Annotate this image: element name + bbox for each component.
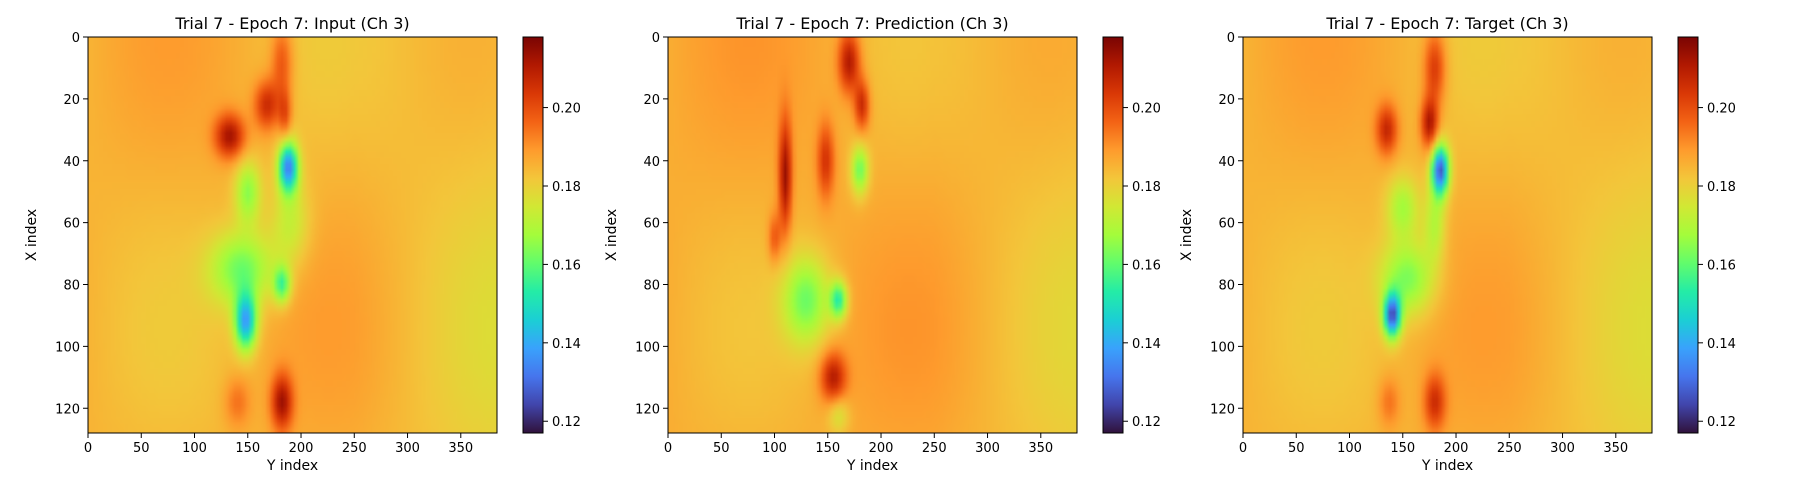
x-tick-label: 300: [1550, 441, 1575, 456]
x-tick-label: 200: [289, 441, 314, 456]
colorbar-tick-label: 0.16: [1707, 258, 1736, 273]
colorbar-tick-label: 0.16: [552, 258, 581, 273]
y-tick-label: 120: [55, 402, 80, 417]
colorbar: [1102, 36, 1124, 434]
colorbar-tick-label: 0.12: [1707, 415, 1736, 430]
colorbar-tick-label: 0.14: [552, 337, 581, 352]
colorbar-tick-label: 0.14: [1132, 337, 1161, 352]
chart-panel-1: Trial 7 - Epoch 7: Input (Ch 3) 0 50 100 150…: [24, 14, 581, 474]
y-tick-label: 120: [635, 402, 660, 417]
y-tick-label: 60: [63, 217, 80, 232]
colorbar: [1677, 36, 1699, 434]
x-axis-label: Y index: [1421, 458, 1473, 474]
x-tick-label: 50: [133, 441, 150, 456]
x-tick-label: 0: [664, 441, 672, 456]
colorbar-tick-label: 0.12: [1132, 415, 1161, 430]
chart-panel-2: Trial 7 - Epoch 7: Prediction (Ch 3) 0 50 1…: [604, 14, 1161, 474]
x-tick-label: 50: [713, 441, 730, 456]
y-tick-label: 0: [72, 31, 80, 46]
y-tick-label: 100: [55, 340, 80, 355]
colorbar-tick-label: 0.18: [1707, 180, 1736, 195]
y-tick-label: 40: [63, 155, 80, 170]
x-tick-label: 0: [84, 441, 92, 456]
y-axis-label: X index: [24, 209, 40, 261]
x-tick-label: 0: [1239, 441, 1247, 456]
y-tick-label: 60: [1218, 217, 1235, 232]
colorbar-tick-label: 0.14: [1707, 337, 1736, 352]
x-tick-label: 200: [1444, 441, 1469, 456]
y-tick-label: 120: [1210, 402, 1235, 417]
plot-frame: [1242, 36, 1653, 434]
colorbar-tick-label: 0.20: [552, 102, 581, 117]
colorbar-tick-label: 0.18: [552, 180, 581, 195]
x-tick-label: 100: [762, 441, 787, 456]
x-tick-label: 100: [182, 441, 207, 456]
x-tick-label: 150: [1390, 441, 1415, 456]
colorbar-tick-label: 0.20: [1132, 102, 1161, 117]
x-tick-label: 250: [1497, 441, 1522, 456]
y-tick-label: 20: [643, 93, 660, 108]
y-axis-label: X index: [1179, 209, 1195, 261]
y-tick-label: 40: [643, 155, 660, 170]
x-tick-label: 150: [235, 441, 260, 456]
x-tick-label: 50: [1288, 441, 1305, 456]
x-tick-label: 200: [869, 441, 894, 456]
y-tick-label: 40: [1218, 155, 1235, 170]
colorbar-tick-label: 0.12: [552, 415, 581, 430]
colorbar: [522, 36, 544, 434]
y-tick-label: 100: [1210, 340, 1235, 355]
heatmap-image: [668, 37, 1077, 433]
plot-frame: [87, 36, 498, 434]
colorbar-tick-label: 0.18: [1132, 180, 1161, 195]
x-tick-label: 250: [342, 441, 367, 456]
plot-frame: [667, 36, 1078, 434]
chart-title: Trial 7 - Epoch 7: Prediction (Ch 3): [735, 14, 1008, 33]
y-tick-label: 20: [63, 93, 80, 108]
y-tick-label: 80: [1218, 279, 1235, 294]
x-tick-label: 250: [922, 441, 947, 456]
y-tick-label: 60: [643, 217, 660, 232]
x-tick-label: 350: [1603, 441, 1628, 456]
x-tick-label: 300: [975, 441, 1000, 456]
y-tick-label: 0: [1227, 31, 1235, 46]
x-tick-label: 350: [1028, 441, 1053, 456]
y-tick-label: 100: [635, 340, 660, 355]
x-axis-label: Y index: [846, 458, 898, 474]
chart-title: Trial 7 - Epoch 7: Input (Ch 3): [174, 14, 409, 33]
x-axis-label: Y index: [266, 458, 318, 474]
y-axis-label: X index: [604, 209, 620, 261]
y-tick-label: 20: [1218, 93, 1235, 108]
x-tick-label: 300: [395, 441, 420, 456]
x-tick-label: 100: [1337, 441, 1362, 456]
colorbar-tick-label: 0.20: [1707, 102, 1736, 117]
x-tick-label: 350: [448, 441, 473, 456]
chart-panel-3: Trial 7 - Epoch 7: Target (Ch 3) 0 50 100 15…: [1179, 14, 1736, 474]
y-tick-label: 80: [63, 279, 80, 294]
y-tick-label: 0: [652, 31, 660, 46]
colorbar-tick-label: 0.16: [1132, 258, 1161, 273]
x-tick-label: 150: [815, 441, 840, 456]
heatmap-image: [1243, 37, 1652, 433]
heatmap-image: [88, 37, 497, 433]
y-tick-label: 80: [643, 279, 660, 294]
chart-title: Trial 7 - Epoch 7: Target (Ch 3): [1325, 14, 1568, 33]
